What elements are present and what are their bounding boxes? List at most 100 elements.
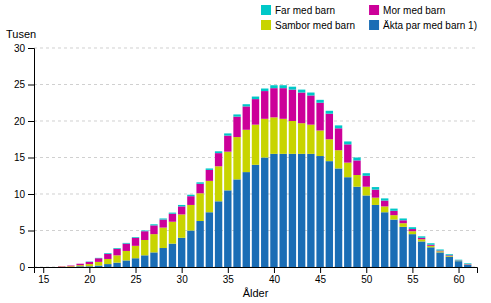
chart: 15202530354045505560051015202530ÅlderTus…	[0, 0, 491, 303]
bar	[455, 259, 462, 261]
tick-mark	[366, 267, 367, 273]
bar	[446, 256, 453, 258]
bar	[390, 215, 397, 219]
bar	[40, 267, 47, 268]
legend-label: Sambor med barn	[275, 20, 355, 31]
bar	[372, 205, 379, 267]
bar	[289, 87, 296, 90]
bar	[344, 163, 351, 178]
legend-swatch	[261, 20, 271, 30]
tick-mark	[320, 267, 321, 273]
tick: 10	[14, 189, 34, 200]
bar	[95, 258, 102, 262]
bar	[49, 267, 56, 268]
bar	[58, 266, 65, 267]
bar	[196, 182, 203, 183]
bar	[243, 106, 250, 129]
y-axis-title: Tusen	[6, 28, 36, 40]
legend-swatch	[369, 20, 379, 30]
bar	[326, 161, 333, 267]
x-axis-title: Ålder	[243, 287, 269, 299]
bar	[353, 158, 360, 161]
bar	[270, 154, 277, 267]
tick-mark	[28, 194, 34, 195]
bar	[95, 262, 102, 266]
bar	[464, 265, 471, 267]
tick: 35	[223, 267, 235, 285]
tick: 5	[19, 225, 34, 236]
bar	[215, 166, 222, 201]
tick-label: 25	[14, 79, 26, 90]
tick: 55	[407, 267, 419, 285]
tick-mark	[28, 267, 34, 268]
bar	[399, 218, 406, 220]
bar	[67, 266, 74, 267]
tick-label: 40	[269, 274, 281, 285]
bar	[196, 184, 203, 193]
bar	[76, 264, 83, 265]
bar	[58, 266, 65, 267]
bar	[123, 242, 130, 244]
legend-swatch	[369, 5, 379, 15]
bar	[344, 141, 351, 144]
bar	[150, 234, 157, 252]
grid-line	[34, 48, 477, 49]
bar	[436, 252, 443, 267]
bar	[335, 150, 342, 168]
tick: 50	[361, 267, 373, 285]
bar	[427, 245, 434, 246]
tick-label: 50	[361, 274, 373, 285]
plot: 15202530354045505560051015202530	[14, 43, 478, 285]
bar	[196, 221, 203, 267]
bar	[279, 119, 286, 154]
tick-mark	[274, 267, 275, 273]
bar	[363, 195, 370, 267]
bar	[335, 125, 342, 128]
bar	[132, 246, 139, 258]
bar	[150, 225, 157, 234]
bar	[436, 249, 443, 250]
bar	[446, 254, 453, 255]
bar	[326, 111, 333, 114]
bar	[363, 176, 370, 187]
bar	[270, 88, 277, 117]
bar	[316, 100, 323, 103]
bar	[298, 154, 305, 267]
bar	[316, 130, 323, 156]
bar	[113, 248, 120, 250]
bar	[76, 265, 83, 266]
bar	[206, 168, 213, 169]
bar	[326, 139, 333, 161]
tick-label: 15	[14, 152, 26, 163]
bar	[104, 254, 111, 259]
tick-mark	[28, 85, 34, 86]
tick: 20	[84, 267, 96, 285]
bar	[187, 195, 194, 196]
tick-label: 55	[407, 274, 419, 285]
bar	[289, 90, 296, 121]
legend-item: Mor med barn	[369, 5, 445, 16]
bar	[132, 237, 139, 239]
bar	[261, 89, 268, 92]
bar	[279, 85, 286, 88]
bar	[76, 266, 83, 267]
bar	[252, 165, 259, 267]
tick: 30	[177, 267, 189, 285]
bar	[353, 160, 360, 175]
bar	[353, 175, 360, 187]
tick: 25	[130, 267, 142, 285]
bar	[40, 267, 47, 268]
tick-label: 30	[14, 43, 26, 54]
bar	[178, 238, 185, 267]
tick-mark	[459, 267, 460, 273]
bar	[104, 264, 111, 267]
bar	[243, 104, 250, 106]
legend-swatch	[261, 5, 271, 15]
bar	[49, 267, 56, 268]
bar	[224, 152, 231, 191]
bar	[243, 130, 250, 172]
bar	[178, 205, 185, 206]
tick-label: 20	[84, 274, 96, 285]
tick-mark	[412, 267, 413, 273]
bar	[279, 154, 286, 267]
